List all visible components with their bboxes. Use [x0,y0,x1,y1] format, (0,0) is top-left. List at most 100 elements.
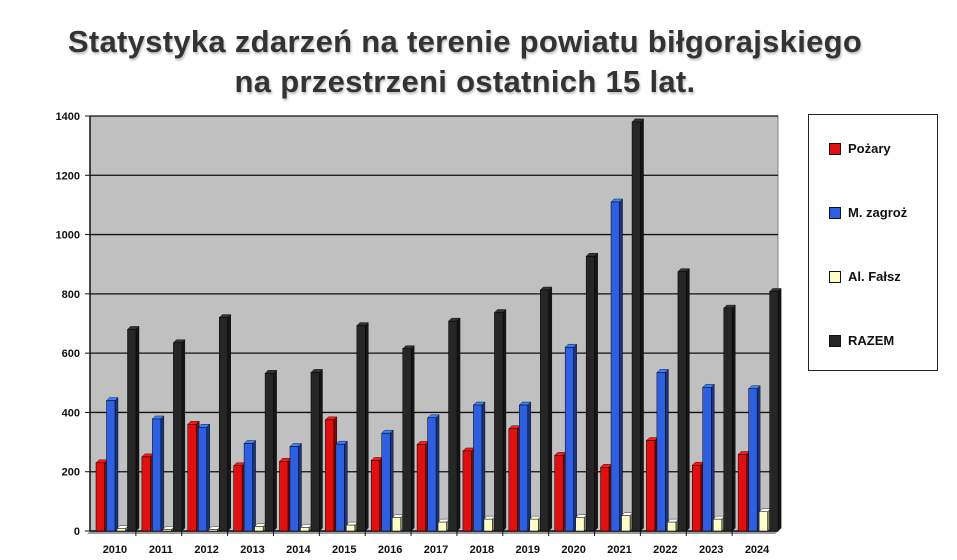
bar-m-zagroz-2013 [243,443,253,532]
bar-razem-2012-side [227,314,231,532]
bar-m-zagroz-2016-side [390,429,394,532]
bar-pozary-2022 [646,440,656,532]
bar-m-zagroz-2024-side [756,385,761,532]
chart-legend: Pożary M. zagroż Al. Fałsz RAZEM [808,114,938,371]
bar-pozary-2010 [95,462,105,532]
bar-al-falsz-2023 [713,518,723,532]
bar-al-falsz-2010 [116,528,126,532]
bar-m-zagroz-2022-side [665,368,669,532]
bar-pozary-2015 [325,419,335,532]
bar-al-falsz-2020 [575,517,585,532]
bar-pozary-2014 [279,461,289,532]
bar-razem-2017-side [456,317,461,532]
bar-pozary-2024 [737,454,747,532]
legend-label-al-falsz: Al. Fałsz [848,269,901,284]
legend-swatch-m-zagroz [829,206,841,219]
bar-pozary-2011 [141,456,151,532]
bar-razem-2011-side [181,339,186,532]
bar-m-zagroz-2012-side [206,423,210,532]
bar-pozary-2018 [462,450,472,532]
y-tick-label: 800 [62,289,80,301]
bar-m-zagroz-2024 [748,388,758,532]
x-tick-label: 2023 [699,544,723,556]
bar-razem-2014 [310,372,320,532]
bar-razem-2023-side [732,304,736,532]
bar-m-zagroz-2015-side [344,440,348,532]
x-tick-label: 2017 [424,544,448,556]
bar-razem-2022 [677,271,687,532]
bar-razem-2021-side [640,118,644,532]
x-tick-label: 2012 [194,544,218,556]
bar-razem-2011 [173,342,183,532]
bar-m-zagroz-2020 [564,346,574,532]
bar-m-zagroz-2019 [519,404,529,532]
chart-title-line-1: Statystyka zdarzeń na terenie powiatu bi… [67,24,863,59]
bar-razem-2012 [218,317,228,532]
x-tick-label: 2010 [103,544,127,556]
bar-m-zagroz-2010 [106,400,116,532]
bar-razem-2021 [631,121,641,532]
bar-al-falsz-2022 [667,521,677,532]
bar-m-zagroz-2022 [656,372,666,532]
y-tick-label: 600 [62,348,80,360]
bar-razem-2017 [448,320,458,532]
chart-title: Statystyka zdarzeń na terenie powiatu bi… [0,22,930,102]
bar-razem-2018-side [502,309,507,532]
legend-swatch-pozary [829,142,841,155]
x-tick-label: 2016 [378,544,402,556]
legend-swatch-razem [829,334,841,347]
y-tick-label: 1200 [56,170,80,182]
bar-pozary-2023 [692,464,702,532]
x-tick-label: 2018 [470,544,494,556]
bar-razem-2019 [540,289,550,532]
bar-razem-2018 [494,312,504,532]
bar-pozary-2019 [508,428,518,532]
bar-m-zagroz-2011 [152,418,162,532]
bar-al-falsz-2012 [208,529,218,532]
bar-razem-2023 [723,307,733,532]
bar-razem-2019-side [548,286,552,532]
x-tick-label: 2022 [653,544,677,556]
bar-al-falsz-2014 [300,527,310,532]
legend-item-al-falsz: Al. Fałsz [829,269,901,284]
bar-al-falsz-2018 [483,518,493,532]
chart-title-line-2: na przestrzeni ostatnich 15 lat. [234,64,696,99]
bar-al-falsz-2019 [529,518,539,532]
y-tick-label: 0 [74,526,80,538]
bar-al-falsz-2016 [391,517,401,532]
bar-m-zagroz-2012 [197,427,207,532]
bar-razem-2024 [769,291,779,532]
bar-pozary-2013 [233,465,243,532]
x-tick-label: 2014 [286,544,311,556]
bar-al-falsz-2017 [437,521,447,532]
bar-razem-2020-side [594,252,598,532]
bar-razem-2016-side [411,345,415,532]
y-tick-label: 1400 [56,111,80,123]
bar-m-zagroz-2023 [702,386,712,532]
x-tick-label: 2015 [332,544,356,556]
bar-razem-2015-side [365,322,369,532]
bar-razem-2014-side [319,368,323,532]
bar-razem-2010-side [135,325,140,532]
bar-m-zagroz-2017 [427,417,437,532]
x-tick-label: 2020 [561,544,585,556]
y-tick-label: 400 [62,407,80,419]
bar-m-zagroz-2018 [473,404,483,532]
bar-pozary-2017 [416,444,426,532]
x-tick-label: 2021 [607,544,631,556]
x-tick-label: 2013 [240,544,264,556]
legend-label-razem: RAZEM [848,333,895,348]
x-tick-label: 2011 [149,544,173,556]
bar-m-zagroz-2014 [289,446,299,532]
bar-razem-2013-side [273,369,277,532]
bar-m-zagroz-2013-side [252,440,256,532]
bar-razem-2010 [127,329,137,532]
y-tick-label: 200 [62,467,80,479]
bar-m-zagroz-2014-side [298,443,302,532]
legend-label-m-zagroz: M. zagroż [848,205,908,220]
bar-m-zagroz-2015 [335,443,345,532]
bar-pozary-2016 [370,460,380,532]
bar-al-falsz-2021 [621,515,631,532]
bar-al-falsz-2011 [162,529,172,532]
